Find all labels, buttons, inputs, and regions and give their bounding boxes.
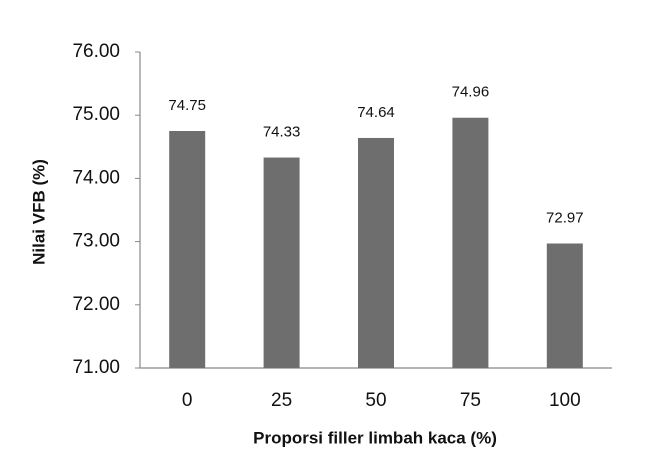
data-label: 72.97	[546, 209, 584, 226]
y-tick-label: 72.00	[72, 294, 120, 315]
x-tick-label: 50	[365, 390, 386, 411]
x-axis-title: Proporsi filler limbah kaca (%)	[253, 428, 497, 447]
x-tick-label: 25	[271, 390, 292, 411]
y-tick-label: 76.00	[72, 41, 120, 62]
data-label: 74.64	[357, 104, 395, 121]
y-tick-label: 75.00	[72, 104, 120, 125]
y-axis-title: Nilai VFB (%)	[29, 159, 48, 265]
bar	[546, 243, 583, 368]
x-tick-label: 75	[460, 390, 481, 411]
x-tick-label: 0	[182, 390, 193, 411]
bar	[452, 117, 489, 368]
y-tick-label: 74.00	[72, 167, 120, 188]
data-label: 74.33	[263, 124, 301, 141]
bar	[169, 131, 206, 368]
bar	[358, 137, 394, 368]
y-tick-label: 73.00	[72, 231, 120, 252]
y-tick-label: 71.00	[72, 357, 120, 378]
data-label: 74.96	[452, 84, 490, 101]
data-label: 74.75	[168, 97, 206, 114]
x-tick-label: 100	[549, 390, 581, 411]
bar	[263, 157, 300, 368]
